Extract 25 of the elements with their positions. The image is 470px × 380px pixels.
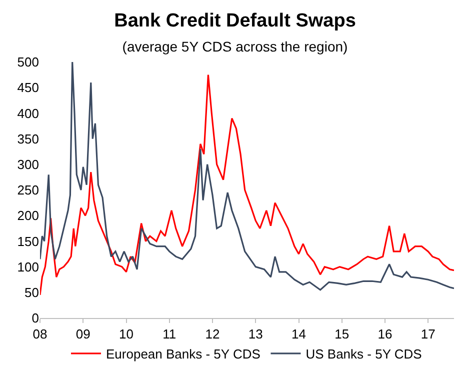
- x-tick-label: 09: [76, 326, 90, 342]
- x-tick-label: 16: [378, 326, 392, 342]
- chart-title: Bank Credit Default Swaps: [114, 10, 356, 32]
- y-tick-label: 400: [17, 106, 39, 121]
- x-tick-label: 17: [420, 326, 436, 342]
- y-tick-label: 150: [17, 234, 39, 249]
- legend-label: US Banks - 5Y CDS: [306, 346, 422, 362]
- y-tick-label: 300: [17, 156, 39, 172]
- x-tick-label: 14: [292, 326, 306, 342]
- y-tick-label: 450: [17, 80, 39, 96]
- legend-label: European Banks - 5Y CDS: [106, 346, 261, 362]
- x-tick-label: 13: [248, 326, 263, 342]
- x-tick-label: 15: [334, 326, 350, 342]
- y-tick-label: 350: [17, 131, 39, 146]
- y-tick-label: 200: [17, 208, 39, 224]
- y-tick-label: 0: [32, 310, 39, 326]
- x-tick-label: 08: [32, 326, 48, 342]
- y-tick-label: 100: [17, 259, 39, 274]
- x-tick-label: 10: [119, 326, 134, 342]
- y-tick-label: 250: [17, 182, 39, 198]
- x-tick-label: 12: [205, 326, 220, 342]
- y-tick-label: 500: [17, 54, 39, 70]
- chart-subtitle: (average 5Y CDS across the region): [122, 38, 348, 54]
- y-tick-label: 50: [24, 284, 39, 300]
- x-tick-label: 11: [162, 326, 176, 342]
